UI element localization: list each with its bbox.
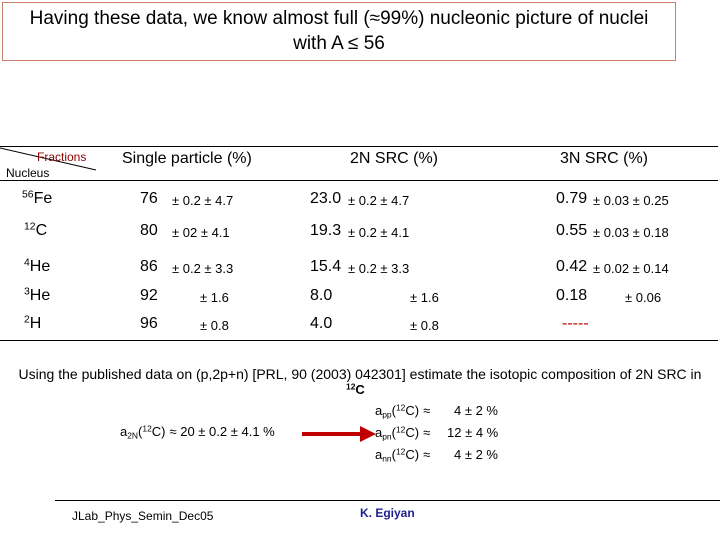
cell-value: 8.0 bbox=[310, 287, 333, 304]
pair-formula: app(12C) ≈4 ± 2 % bbox=[375, 402, 498, 420]
nucleus: 2H bbox=[24, 315, 41, 333]
approx: ≈ bbox=[423, 425, 431, 440]
corner-label: Nucleus bbox=[6, 166, 50, 180]
mass: 2 bbox=[24, 314, 30, 326]
cell-value: 0.55 bbox=[556, 222, 588, 239]
title-line: Having these data, we know almost full (… bbox=[29, 8, 649, 29]
mass: 12 bbox=[346, 381, 356, 392]
subscript: pp bbox=[382, 409, 392, 420]
cell-error: ± 0.03 ± 0.25 bbox=[593, 193, 669, 208]
title-box bbox=[2, 2, 676, 61]
cell-error: ± 02 ± 4.1 bbox=[172, 225, 230, 240]
symbol: C bbox=[35, 222, 48, 239]
footer-right: K. Egiyan bbox=[360, 506, 415, 520]
total-value: ≈ 20 ± 0.2 ± 4.1 % bbox=[169, 424, 275, 439]
cell-value: 0.79 bbox=[556, 190, 588, 207]
cell-value: 19.3 bbox=[310, 222, 342, 239]
pair-formula: ann(12C) ≈4 ± 2 % bbox=[375, 446, 498, 464]
cell-error: ± 0.2 ± 4.7 bbox=[172, 193, 234, 208]
nucleus: 12C bbox=[24, 222, 47, 240]
symbol: a bbox=[375, 425, 383, 440]
mass: 12 bbox=[395, 424, 406, 435]
symbol: a bbox=[375, 447, 383, 462]
note-text: Using the published data on (p,2p+n) [PR… bbox=[18, 366, 702, 382]
nucleus: C) bbox=[405, 425, 420, 440]
cell-value: 80 bbox=[140, 222, 158, 239]
cell-value: 0.42 bbox=[556, 258, 588, 275]
paren: ( bbox=[138, 424, 143, 439]
table-rule bbox=[0, 146, 718, 147]
nucleus: C) bbox=[151, 424, 166, 439]
cell-error: ± 1.6 bbox=[200, 290, 229, 305]
paren: ( bbox=[391, 425, 396, 440]
symbol: a bbox=[120, 424, 128, 439]
nucleus: 56Fe bbox=[22, 190, 52, 208]
corner-label: Fractions bbox=[37, 150, 87, 164]
mass: 3 bbox=[24, 286, 30, 298]
nucleus: C) bbox=[405, 447, 420, 462]
pair-value: 4 ± 2 % bbox=[454, 447, 498, 462]
footer-left: JLab_Phys_Semin_Dec05 bbox=[72, 509, 214, 523]
nucleus: 4He bbox=[24, 258, 50, 276]
cell-value: 4.0 bbox=[310, 315, 333, 332]
table-rule bbox=[0, 340, 718, 341]
cell-error: ± 0.03 ± 0.18 bbox=[593, 225, 669, 240]
subscript: nn bbox=[382, 453, 392, 464]
cell-value: 76 bbox=[140, 190, 158, 207]
symbol: He bbox=[29, 258, 51, 275]
cell-value: 92 bbox=[140, 287, 158, 304]
cell-error: ± 0.8 bbox=[410, 318, 439, 333]
footer-rule bbox=[55, 500, 720, 501]
column-header: 3N SRC (%) bbox=[560, 150, 649, 167]
pair-formula: apn(12C) ≈12 ± 4 % bbox=[375, 424, 498, 442]
note-nucleus: 12C bbox=[346, 382, 365, 397]
paren: ( bbox=[391, 447, 396, 462]
nucleus: 3He bbox=[24, 287, 50, 305]
cell-value: ----- bbox=[562, 315, 589, 332]
approx: ≈ bbox=[423, 403, 431, 418]
cell-value: 86 bbox=[140, 258, 158, 275]
mass: 12 bbox=[24, 221, 36, 233]
column-header: 2N SRC (%) bbox=[350, 150, 439, 167]
approx: ≈ bbox=[423, 447, 431, 462]
title-line: with A ≤ 56 bbox=[293, 33, 385, 54]
subscript: pn bbox=[382, 431, 392, 442]
symbol: a bbox=[375, 403, 383, 418]
mass: 12 bbox=[395, 446, 406, 457]
symbol: C bbox=[355, 382, 365, 397]
arrow bbox=[302, 426, 376, 442]
column-header: Single particle (%) bbox=[122, 150, 252, 167]
cell-value: 15.4 bbox=[310, 258, 342, 275]
pair-value: 12 ± 4 % bbox=[447, 425, 499, 440]
mass: 12 bbox=[395, 402, 406, 413]
cell-error: ± 0.02 ± 0.14 bbox=[593, 261, 669, 276]
symbol: He bbox=[29, 287, 51, 304]
corner-diagonal bbox=[0, 147, 97, 171]
symbol: H bbox=[29, 315, 42, 332]
pair-value: 4 ± 2 % bbox=[454, 403, 498, 418]
table-rule bbox=[0, 180, 718, 181]
cell-error: ± 1.6 bbox=[410, 290, 439, 305]
subscript: 2N bbox=[127, 430, 139, 441]
cell-value: 0.18 bbox=[556, 287, 588, 304]
cell-value: 96 bbox=[140, 315, 158, 332]
symbol: Fe bbox=[33, 190, 53, 207]
cell-value: 23.0 bbox=[310, 190, 342, 207]
mass: 12 bbox=[142, 423, 152, 434]
nucleus: C) bbox=[405, 403, 420, 418]
cell-error: ± 0.2 ± 4.1 bbox=[348, 225, 410, 240]
mass: 56 bbox=[22, 189, 34, 201]
cell-error: ± 0.2 ± 4.7 bbox=[348, 193, 410, 208]
mass: 4 bbox=[24, 257, 30, 269]
cell-error: ± 0.2 ± 3.3 bbox=[348, 261, 410, 276]
paren: ( bbox=[391, 403, 396, 418]
cell-error: ± 0.8 bbox=[200, 318, 229, 333]
cell-error: ± 0.06 bbox=[625, 290, 662, 305]
cell-error: ± 0.2 ± 3.3 bbox=[172, 261, 234, 276]
total-formula: a2N(12C) ≈ 20 ± 0.2 ± 4.1 % bbox=[120, 423, 275, 441]
